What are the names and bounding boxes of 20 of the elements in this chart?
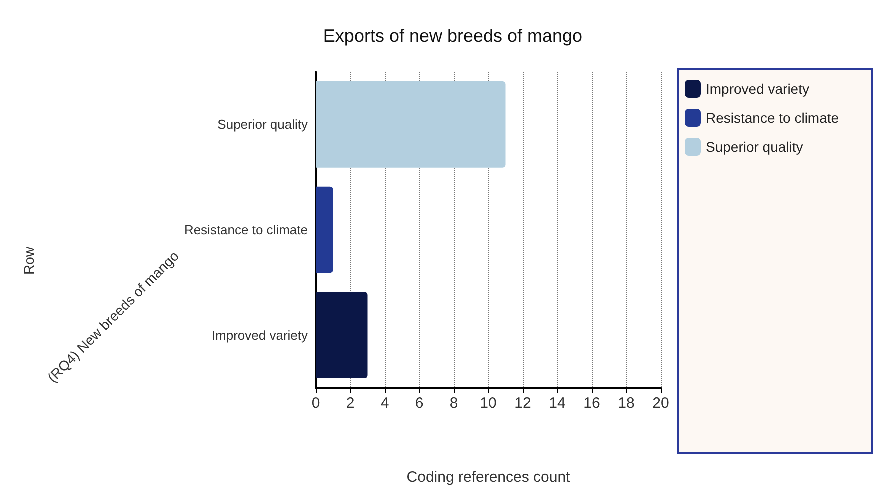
x-axis-title: Coding references count <box>406 469 572 486</box>
y-tick-label: Resistance to climate <box>184 222 308 238</box>
legend-label: Improved variety <box>706 81 810 97</box>
legend-label: Resistance to climate <box>706 110 840 126</box>
x-tick-label: 12 <box>514 395 532 412</box>
chart-title: Exports of new breeds of mango <box>323 26 583 46</box>
x-tick-label: 6 <box>415 395 424 412</box>
x-tick-label: 18 <box>618 395 635 412</box>
y-tick-label: Improved variety <box>212 328 308 343</box>
x-tick-label: 2 <box>346 395 355 412</box>
y-tick-label: Superior quality <box>218 117 308 132</box>
x-tick-label: 14 <box>549 395 566 412</box>
x-tick-label: 4 <box>380 395 390 412</box>
x-tick-label: 8 <box>450 395 458 412</box>
x-tick-label: 20 <box>652 395 670 412</box>
text: Row <box>21 246 37 275</box>
x-tick-label: 10 <box>480 395 497 412</box>
x-tick-label: 16 <box>584 395 600 412</box>
x-tick-label: 0 <box>312 395 320 412</box>
legend-label: Superior quality <box>706 139 804 155</box>
